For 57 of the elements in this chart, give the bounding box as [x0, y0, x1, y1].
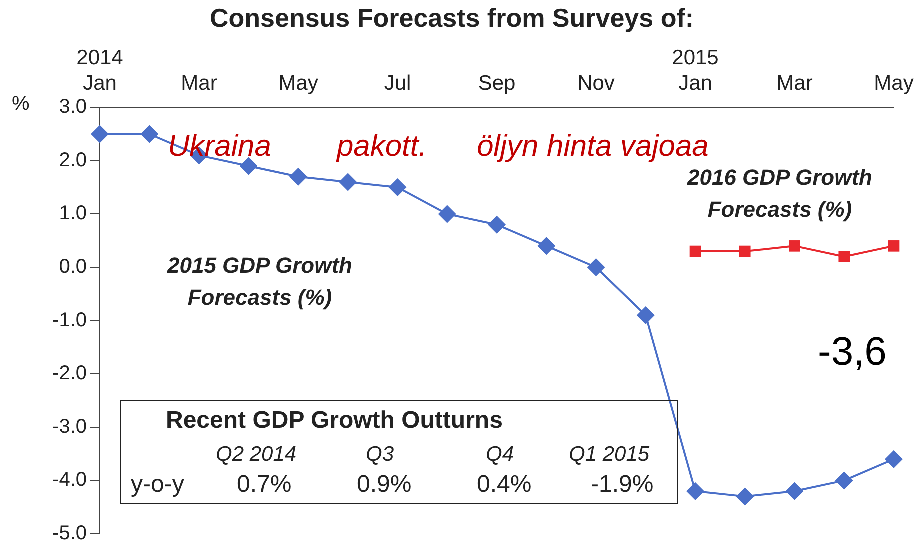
y-tick-label: -5.0 — [52, 522, 87, 545]
point — [587, 258, 606, 276]
x-tick-label: 2015 Jan — [672, 46, 719, 95]
point — [438, 205, 456, 224]
annotation: pakott. — [337, 130, 428, 164]
point — [488, 216, 506, 234]
y-tick-label: -1.0 — [52, 309, 87, 332]
x-tick-label: Nov — [578, 72, 616, 95]
point — [888, 240, 900, 252]
text: 2015 GDP Growth Forecasts (%) — [166, 252, 354, 312]
annotation: Q4 — [486, 443, 514, 467]
point — [838, 251, 850, 262]
point — [885, 450, 903, 468]
point — [789, 240, 800, 252]
x-tick-label: Mar — [776, 72, 813, 95]
point — [290, 168, 308, 186]
annotation: Recent GDP Growth Outturns — [166, 407, 503, 435]
point — [736, 488, 754, 506]
annotation: 0.4% — [477, 471, 532, 499]
y-axis-title: % — [12, 93, 30, 115]
point — [636, 306, 655, 324]
point — [339, 173, 358, 192]
point — [786, 482, 804, 500]
x-tick-label: Jul — [384, 72, 412, 95]
y-tick-label: -3.0 — [52, 416, 87, 438]
point — [690, 246, 702, 258]
annotation: öljyn hinta vajoaa — [477, 130, 709, 164]
annotation: 0.7% — [237, 471, 292, 499]
y-tick-label: 0.0 — [59, 256, 87, 278]
y-tick-label: -4.0 — [52, 469, 87, 492]
point — [835, 472, 854, 490]
x-tick-label: 2014 Jan — [76, 46, 124, 95]
x-tick-label: Mar — [181, 72, 218, 95]
point — [388, 178, 407, 197]
annotation: Q1 2015 — [569, 443, 650, 467]
annotation: y-o-y — [131, 471, 184, 499]
annotation: -3,6 — [818, 330, 887, 375]
point — [91, 125, 109, 144]
series-label: 2016 GDP Growth Forecasts (%) — [686, 164, 874, 224]
y-tick-label: 3.0 — [59, 96, 87, 118]
annotation: Ukraina — [168, 130, 272, 164]
annotation: Q2 2014 — [216, 443, 297, 467]
y-tick-label: 2.0 — [59, 149, 87, 172]
y-tick-label: 1.0 — [59, 202, 87, 225]
point — [140, 125, 159, 144]
point — [538, 237, 556, 256]
y-tick-label: -2.0 — [52, 362, 87, 385]
x-tick-label: May — [874, 72, 914, 95]
annotation: 0.9% — [357, 471, 412, 499]
annotation: -1.9% — [591, 471, 654, 499]
chart-title: Consensus Forecasts from Surveys of: — [210, 2, 694, 33]
point — [739, 246, 751, 258]
x-tick-label: Sep — [478, 72, 516, 95]
annotation: Q3 — [366, 443, 394, 467]
x-tick-label: May — [278, 72, 319, 95]
point — [240, 157, 258, 176]
point — [686, 482, 704, 500]
